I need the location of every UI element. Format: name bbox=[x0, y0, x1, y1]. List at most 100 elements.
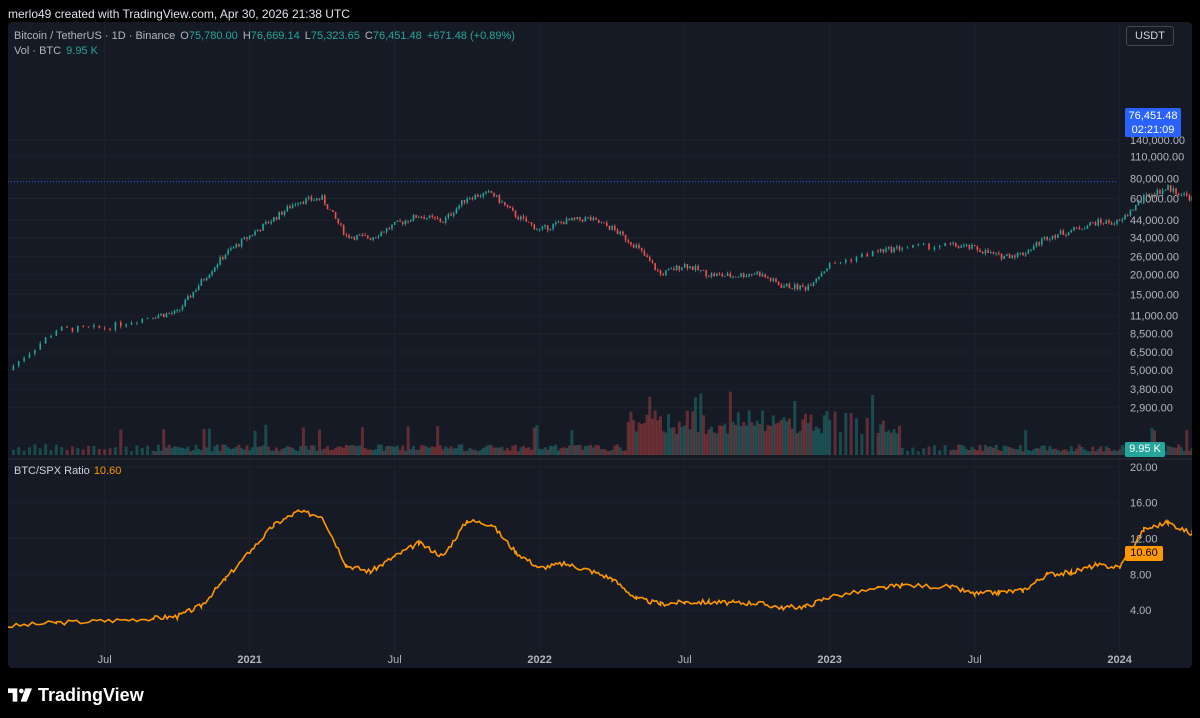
volume-bar bbox=[433, 446, 437, 455]
volume-bar bbox=[11, 449, 15, 455]
candle-body bbox=[1032, 246, 1035, 250]
volume-bar bbox=[570, 429, 574, 455]
volume-bar bbox=[312, 445, 316, 455]
low-label: L bbox=[304, 30, 311, 42]
price-tick-label: 8,500.00 bbox=[1130, 328, 1173, 340]
candle-body bbox=[605, 222, 608, 226]
candle-body bbox=[767, 277, 769, 279]
volume-bar bbox=[240, 448, 244, 455]
volume-bar bbox=[669, 427, 673, 455]
brand-name: TradingView bbox=[38, 685, 144, 705]
volume-bar bbox=[602, 448, 606, 455]
chart-frame[interactable]: 140,000.00 110,000.00 80,000.00 60,000.00 44… bbox=[8, 22, 1192, 668]
volume-bar bbox=[551, 446, 555, 455]
volume-bar bbox=[369, 449, 372, 455]
ratio-tick-label: 16.00 bbox=[1130, 498, 1158, 510]
volume-bar bbox=[371, 450, 375, 455]
volume-bar bbox=[457, 444, 461, 455]
ratio-label[interactable]: BTC/SPX Ratio bbox=[14, 465, 90, 477]
candle-body bbox=[557, 221, 560, 223]
candle-body bbox=[753, 273, 756, 275]
candle-body bbox=[1065, 234, 1067, 236]
candle-body bbox=[332, 209, 334, 213]
candle-body bbox=[98, 325, 101, 328]
candle-body bbox=[12, 365, 15, 371]
candle-body bbox=[154, 317, 157, 319]
volume-bar bbox=[777, 422, 781, 455]
volume-bar bbox=[664, 432, 668, 455]
candle-body bbox=[503, 202, 506, 205]
currency-badge[interactable]: USDT bbox=[1126, 26, 1174, 46]
volume-bar bbox=[130, 451, 134, 455]
volume-bar bbox=[688, 429, 692, 455]
volume-bar bbox=[1104, 446, 1108, 455]
candle-body bbox=[960, 246, 963, 248]
volume-bar bbox=[879, 424, 883, 455]
volume-bar bbox=[624, 450, 628, 455]
volume-bar bbox=[838, 432, 842, 455]
candle-body bbox=[501, 202, 503, 203]
volume-bar bbox=[642, 423, 646, 455]
candle-body bbox=[726, 273, 729, 276]
tradingview-brand[interactable]: TradingView bbox=[8, 683, 144, 707]
candle-body bbox=[34, 349, 36, 354]
time-tick-label: Jul bbox=[98, 654, 112, 666]
candle-body bbox=[396, 220, 399, 222]
candle-body bbox=[243, 237, 246, 240]
price-legend: Bitcoin / TetherUS · 1D · Binance O75,78… bbox=[14, 29, 515, 59]
volume-bar bbox=[718, 425, 722, 455]
volume-bar bbox=[562, 447, 566, 455]
candle-body bbox=[1097, 219, 1099, 226]
volume-bar bbox=[261, 445, 265, 455]
volume-bar bbox=[538, 448, 542, 455]
candle-body bbox=[235, 244, 238, 248]
volume-bar bbox=[481, 447, 485, 455]
candle-body bbox=[928, 243, 930, 250]
volume-bar bbox=[323, 448, 327, 455]
volume-bar bbox=[320, 449, 324, 455]
volume-bar bbox=[390, 446, 394, 455]
chart-canvas[interactable]: 140,000.00 110,000.00 80,000.00 60,000.00 44… bbox=[8, 22, 1192, 668]
candle-body bbox=[691, 266, 694, 270]
candle-body bbox=[434, 216, 436, 219]
volume-bar bbox=[575, 444, 579, 455]
volume-bar bbox=[820, 433, 824, 455]
candle-body bbox=[721, 274, 724, 277]
volume-bar bbox=[1075, 448, 1079, 455]
candle-body bbox=[944, 243, 946, 247]
symbol-title[interactable]: Bitcoin / TetherUS · 1D · Binance bbox=[14, 30, 176, 42]
candle-body bbox=[1110, 222, 1113, 225]
candle-body bbox=[538, 229, 541, 230]
volume-bar bbox=[554, 444, 558, 455]
high-value: 76,669.14 bbox=[250, 30, 300, 42]
candle-body bbox=[895, 246, 898, 248]
volume-value: 9.95 K bbox=[66, 45, 98, 57]
candle-body bbox=[216, 264, 219, 268]
volume-bar bbox=[906, 450, 910, 455]
volume-bar bbox=[659, 416, 662, 455]
volume-label[interactable]: Vol · BTC bbox=[14, 45, 62, 57]
candle-body bbox=[329, 209, 332, 211]
volume-last-tag: 9.95 K bbox=[1125, 442, 1165, 457]
volume-bar bbox=[1042, 445, 1046, 455]
volume-bar bbox=[1026, 450, 1030, 455]
candle-body bbox=[643, 250, 646, 256]
candle-body bbox=[1191, 196, 1192, 201]
volume-bar bbox=[667, 414, 671, 455]
candle-body bbox=[1140, 201, 1142, 202]
candle-body bbox=[544, 225, 546, 227]
candle-body bbox=[775, 278, 777, 283]
volume-bar bbox=[406, 426, 410, 455]
volume-bar bbox=[1112, 449, 1116, 455]
volume-bar bbox=[556, 450, 560, 455]
candle-body bbox=[458, 205, 460, 209]
candle-body bbox=[428, 215, 431, 218]
candle-body bbox=[375, 237, 377, 238]
candle-body bbox=[485, 191, 487, 194]
volume-bar bbox=[199, 450, 203, 455]
volume-bar bbox=[750, 422, 754, 455]
volume-bar bbox=[559, 448, 563, 455]
volume-bar bbox=[1000, 451, 1004, 455]
volume-bar bbox=[650, 418, 654, 455]
candle-body bbox=[708, 276, 710, 278]
